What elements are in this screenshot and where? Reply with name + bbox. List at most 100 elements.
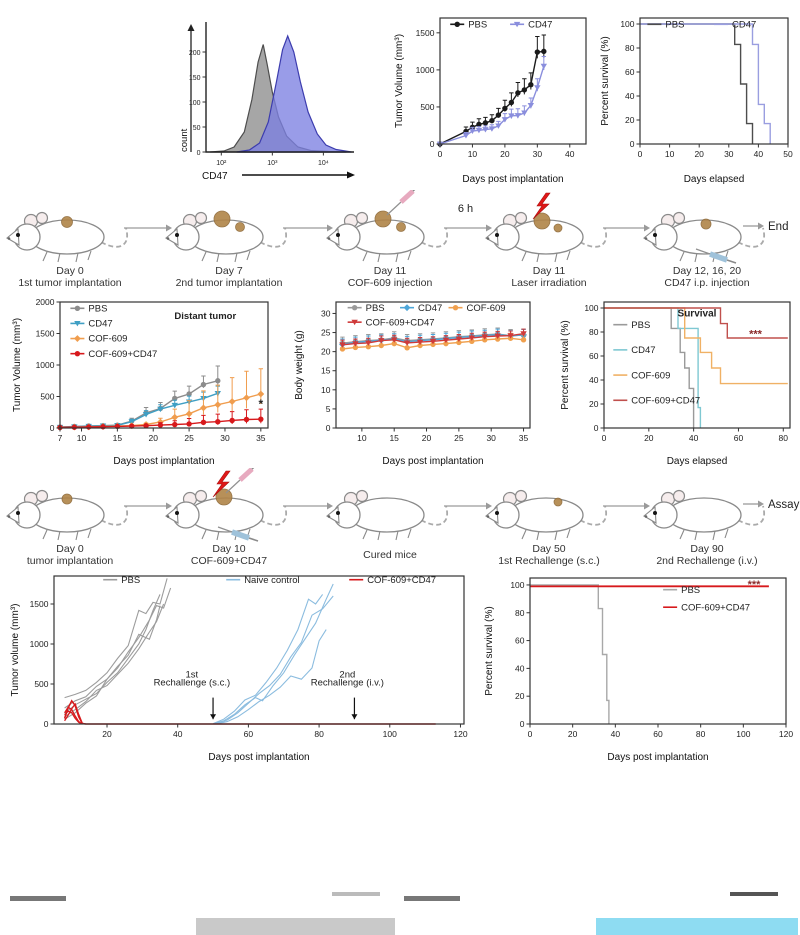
svg-text:PBS: PBS — [366, 303, 385, 314]
chart-survival-pbs-cd47: 0 10 20 30 40 50 0 20 40 60 80 100 Days elapsed Perce… — [600, 17, 793, 185]
svg-text:PBS: PBS — [665, 20, 684, 31]
y-axis-label: Tumor volume (mm³) — [10, 604, 21, 697]
svg-text:60: 60 — [625, 67, 635, 77]
svg-text:0: 0 — [594, 423, 599, 433]
svg-text:PBS: PBS — [631, 320, 650, 331]
svg-text:35: 35 — [519, 433, 529, 443]
step-day-label: Day 12, 16, 20 — [673, 265, 741, 277]
svg-text:CD47: CD47 — [732, 20, 756, 31]
svg-text:50: 50 — [783, 149, 793, 159]
chart-annotation: Survival — [678, 308, 717, 319]
mouse-schematic — [485, 192, 607, 263]
chart-annotation: *** — [748, 579, 762, 591]
tumor-spot — [533, 212, 551, 230]
svg-text:20: 20 — [568, 729, 578, 739]
series-COF-609+CD47 — [604, 307, 788, 339]
mouse-tail — [420, 227, 448, 248]
svg-text:COF-609: COF-609 — [631, 370, 670, 381]
svg-text:CD47: CD47 — [88, 319, 112, 330]
y-axis-label: Percent survival (%) — [600, 36, 611, 125]
end-label: End — [768, 221, 788, 233]
svg-text:20: 20 — [625, 115, 635, 125]
step-desc-label: 2nd Rechallenge (i.v.) — [656, 555, 757, 567]
legend-entry: PBS — [647, 20, 684, 31]
rechallenged-mice-caption — [596, 918, 798, 935]
svg-text:0: 0 — [528, 729, 533, 739]
svg-text:10: 10 — [468, 149, 478, 159]
legend-entry: CD47 — [714, 20, 756, 31]
step-desc-label: COF-609 injection — [348, 277, 433, 289]
scale-bar — [332, 892, 380, 896]
legend-entry: CD47 — [613, 345, 656, 356]
legend-entry: COF-609+CD47 — [349, 575, 436, 586]
legend-entry: COF-609+CD47 — [70, 349, 157, 360]
y-axis-label: Percent survival (%) — [560, 320, 571, 409]
legend-entry: PBS — [450, 20, 487, 31]
laser-bolt-icon — [532, 192, 551, 220]
step-day-label: Day 11 — [374, 265, 407, 277]
step-day-label: Day 7 — [215, 265, 243, 277]
tumor-spot — [553, 223, 563, 233]
step-desc-label: CD47 i.p. injection — [664, 277, 749, 289]
scale-bar — [730, 892, 778, 896]
svg-text:100: 100 — [510, 580, 524, 590]
svg-text:PBS: PBS — [121, 575, 140, 586]
mouse-schematic — [6, 489, 128, 541]
svg-text:30: 30 — [486, 433, 496, 443]
mouse-schematic — [165, 210, 287, 263]
svg-text:COF-609+CD47: COF-609+CD47 — [631, 395, 700, 406]
mouse-schematic — [165, 468, 287, 542]
svg-text:15: 15 — [113, 433, 123, 443]
svg-text:10: 10 — [665, 149, 675, 159]
svg-text:1000: 1000 — [30, 639, 49, 649]
tumor-spot — [215, 488, 233, 506]
svg-text:1000: 1000 — [416, 65, 435, 75]
svg-text:7: 7 — [58, 433, 63, 443]
svg-text:COF-609+CD47: COF-609+CD47 — [367, 575, 436, 586]
legend-entry: PBS — [70, 304, 107, 315]
step-desc-label: tumor implantation — [27, 555, 114, 567]
x-axis-label: Days post implantation — [382, 456, 483, 467]
mouse-schematic — [6, 211, 128, 263]
svg-text:100: 100 — [620, 19, 634, 29]
svg-text:0: 0 — [50, 423, 55, 433]
svg-text:CD47: CD47 — [418, 303, 442, 314]
svg-text:100: 100 — [189, 100, 201, 107]
x-axis-label: Days post implantation — [208, 752, 309, 763]
svg-text:60: 60 — [653, 729, 663, 739]
svg-text:10⁴: 10⁴ — [318, 160, 329, 167]
naive-mice-caption — [196, 918, 395, 935]
x-axis-label: Days elapsed — [667, 456, 728, 467]
svg-text:50: 50 — [193, 125, 201, 132]
svg-text:60: 60 — [589, 351, 599, 361]
legend-entry: COF-609+CD47 — [347, 317, 435, 328]
mouse-tail — [579, 227, 607, 248]
series-PBS — [604, 307, 695, 428]
chart-distant-tumor-volume: 7 10 15 20 25 30 35 0 500 1000 1500 2000 Days post i… — [12, 297, 269, 467]
x-axis-label: Days elapsed — [684, 174, 745, 185]
tumor-spot — [396, 222, 406, 232]
series-PBS — [640, 23, 754, 144]
syringe-icon — [217, 526, 259, 542]
tumor-spot — [61, 493, 73, 505]
tumor-spot — [553, 497, 563, 507]
series-PBS — [529, 584, 610, 724]
series-CD47 — [236, 34, 352, 153]
svg-text:PBS: PBS — [681, 585, 700, 596]
chart-annotation: *** — [749, 329, 763, 341]
syringe-icon — [695, 248, 737, 264]
legend-entry: PBS — [663, 585, 700, 596]
chart-annotation: 1st — [186, 670, 199, 681]
legend-entry: Naive control — [226, 575, 300, 586]
svg-text:40: 40 — [515, 663, 525, 673]
svg-text:COF-609+CD47: COF-609+CD47 — [88, 349, 157, 360]
y-axis-label: count — [179, 128, 190, 152]
chart-annotation: Rechallenge (s.c.) — [154, 678, 231, 689]
svg-text:0: 0 — [638, 149, 643, 159]
svg-text:10²: 10² — [216, 160, 227, 167]
legend-entry: PBS — [613, 320, 650, 331]
healthy-lung-section-image — [400, 776, 596, 926]
